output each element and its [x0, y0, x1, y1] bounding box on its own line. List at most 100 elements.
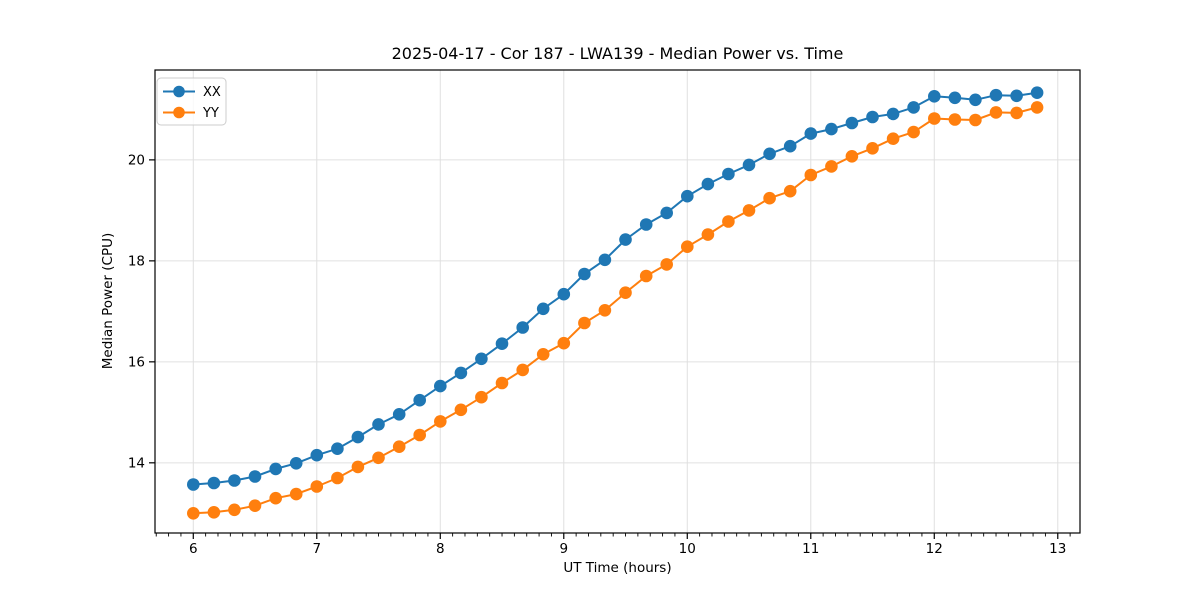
- series-XX-marker: [310, 448, 324, 462]
- series-XX-marker: [989, 88, 1003, 102]
- series-XX-marker: [413, 393, 427, 407]
- series-YY-marker: [475, 390, 488, 404]
- series-XX-marker: [434, 379, 447, 393]
- series-YY-marker: [516, 363, 529, 377]
- series-YY-marker: [783, 184, 797, 198]
- series-YY-marker: [269, 491, 283, 505]
- series-YY-marker: [351, 460, 365, 474]
- series-XX-marker: [907, 101, 920, 114]
- series-YY-marker: [804, 168, 818, 182]
- series-YY-marker: [536, 348, 550, 361]
- series-XX-marker: [475, 352, 488, 366]
- series-YY-marker: [289, 487, 303, 501]
- series-YY-marker: [886, 132, 900, 145]
- series-XX-marker: [948, 91, 962, 105]
- series-XX-marker: [248, 470, 262, 483]
- series-XX-marker: [454, 366, 468, 380]
- series-XX-marker: [187, 478, 200, 491]
- series-YY-marker: [742, 204, 756, 217]
- y-axis-label: Median Power (CPU): [100, 232, 116, 370]
- series-XX-marker: [269, 462, 283, 476]
- x-tick-label: 12: [926, 541, 943, 557]
- series-YY-marker: [825, 160, 838, 173]
- series-XX-marker: [742, 158, 756, 172]
- series-YY-marker: [578, 316, 591, 330]
- series-YY-marker: [495, 376, 509, 390]
- x-tick-label: 8: [436, 541, 445, 557]
- series-XX-marker: [639, 218, 653, 231]
- series-XX-marker: [783, 139, 797, 153]
- legend-marker-sample: [173, 106, 185, 119]
- series-XX-marker: [495, 337, 509, 351]
- series-XX-marker: [331, 442, 344, 456]
- series-YY-marker: [434, 415, 447, 428]
- series-YY-marker: [331, 471, 344, 485]
- series-YY-marker: [845, 150, 859, 163]
- series-YY-marker: [187, 507, 200, 520]
- x-tick-label: 9: [559, 541, 568, 557]
- y-tick-label: 16: [128, 354, 145, 370]
- legend-label: XX: [203, 85, 221, 100]
- legend-marker-sample: [173, 85, 185, 98]
- series-YY-marker: [722, 215, 735, 228]
- series-YY-marker: [681, 240, 694, 253]
- series-YY-marker: [907, 125, 920, 139]
- series-XX-marker: [660, 206, 673, 220]
- series-XX-marker: [557, 287, 571, 301]
- series-YY-marker: [207, 506, 221, 519]
- series-XX-marker: [598, 253, 612, 267]
- chart-title: 2025-04-17 - Cor 187 - LWA139 - Median P…: [391, 44, 844, 63]
- series-YY-marker: [557, 336, 571, 350]
- x-tick-label: 7: [312, 541, 321, 557]
- series-XX-marker: [351, 430, 365, 444]
- series-XX-marker: [886, 107, 900, 121]
- series-YY-marker: [639, 269, 653, 283]
- series-YY-marker: [948, 113, 962, 126]
- series-YY-marker: [1010, 106, 1023, 120]
- series-XX-marker: [289, 457, 303, 470]
- series-YY-marker: [1030, 101, 1044, 114]
- series-XX-marker: [516, 321, 529, 334]
- series-YY-marker: [392, 440, 406, 454]
- series-XX-marker: [372, 418, 385, 431]
- series-YY-marker: [598, 304, 612, 317]
- series-YY-marker: [619, 286, 632, 300]
- series-YY-marker: [413, 428, 427, 442]
- series-YY-marker: [701, 228, 715, 241]
- series-YY-marker: [969, 113, 982, 127]
- series-YY-marker: [660, 258, 673, 271]
- series-YY-marker: [763, 191, 776, 205]
- series-XX-line: [193, 91, 1038, 486]
- series-XX-marker: [207, 476, 221, 490]
- series-XX-marker: [619, 233, 632, 246]
- y-tick-label: 20: [128, 152, 145, 168]
- series-XX-marker: [701, 177, 715, 191]
- x-tick-label: 13: [1049, 541, 1066, 557]
- series-XX-marker: [681, 189, 694, 203]
- x-tick-label: 10: [679, 541, 696, 557]
- series-YY-marker: [989, 106, 1003, 119]
- series-XX-marker: [1030, 86, 1044, 99]
- series-XX-marker: [763, 147, 776, 161]
- series-YY-marker: [454, 403, 468, 417]
- series-XX-marker: [969, 93, 982, 107]
- x-axis-label: UT Time (hours): [563, 560, 672, 576]
- series-YY-marker: [372, 451, 385, 465]
- series-YY-marker: [928, 112, 941, 125]
- series-YY-marker: [228, 503, 241, 517]
- series-XX-marker: [845, 116, 859, 130]
- series-XX-marker: [1010, 89, 1023, 103]
- plot-border: [154, 69, 1081, 534]
- series-XX-marker: [804, 127, 818, 140]
- y-tick-label: 14: [128, 455, 145, 471]
- series-XX-marker: [228, 474, 241, 487]
- series-YY-marker: [248, 499, 262, 512]
- series-XX-marker: [866, 110, 879, 124]
- series-YY-marker: [310, 480, 324, 493]
- legend-label: YY: [202, 106, 219, 121]
- x-tick-label: 11: [802, 541, 819, 557]
- series-XX-marker: [578, 267, 591, 281]
- series-XX-marker: [722, 167, 735, 181]
